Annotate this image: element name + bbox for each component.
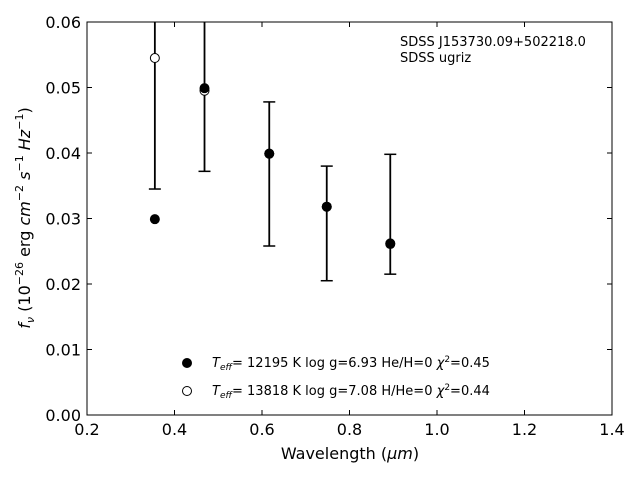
point-model-db	[149, 53, 160, 64]
legend-entry-2: Teff= 13818 K log g=7.08 H/He=0 χ2=0.44	[212, 383, 490, 401]
x-tick-label: 0.2	[74, 420, 99, 439]
x-tick-label: 1.2	[512, 420, 537, 439]
y-axis-ticks: 0.00 0.01 0.02 0.03 0.04 0.05 0.06	[45, 13, 612, 425]
y-tick-label: 0.06	[45, 13, 81, 32]
point-model-da	[264, 148, 275, 159]
x-tick-label: 0.4	[162, 420, 187, 439]
y-tick-label: 0.00	[45, 406, 81, 425]
y-tick-label: 0.03	[45, 210, 81, 229]
annotation-object: SDSS J153730.09+502218.0	[400, 35, 586, 50]
y-axis-label: fν (10−26 erg cm−2 s−1 Hz−1)	[13, 107, 37, 328]
point-model-da	[321, 201, 332, 212]
legend-entry-1: Teff= 12195 K log g=6.93 He/H=0 χ2=0.45	[212, 355, 490, 373]
y-tick-label: 0.04	[45, 144, 81, 163]
point-model-da	[385, 239, 396, 250]
x-tick-label: 0.6	[249, 420, 274, 439]
x-axis-label: Wavelength (μm)	[281, 444, 419, 463]
point-model-da	[199, 83, 210, 94]
data-points	[149, 53, 396, 250]
annotation-survey: SDSS ugriz	[400, 51, 471, 66]
plot-area	[86, 21, 613, 416]
point-model-da	[149, 214, 160, 225]
x-axis-ticks: 0.2 0.4 0.6 0.8 1.0 1.2 1.4	[74, 22, 625, 439]
legend: Teff= 12195 K log g=6.93 He/H=0 χ2=0.45 …	[182, 355, 490, 401]
x-tick-label: 1.0	[424, 420, 449, 439]
x-tick-label: 1.4	[599, 420, 624, 439]
x-tick-label: 0.8	[337, 420, 362, 439]
y-tick-label: 0.02	[45, 275, 81, 294]
legend-marker-filled	[182, 358, 192, 368]
y-tick-label: 0.01	[45, 341, 81, 360]
y-tick-label: 0.05	[45, 79, 81, 98]
legend-marker-open	[182, 386, 192, 396]
